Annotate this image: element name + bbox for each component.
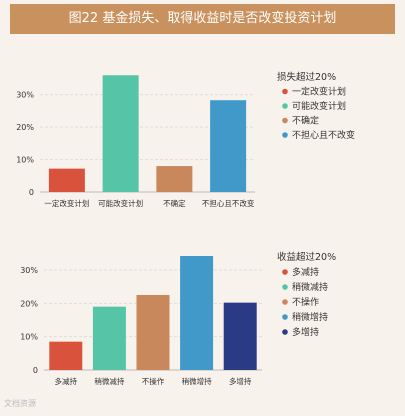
x-tick-label: 一定改变计划 [44,198,89,208]
bar [92,306,126,370]
y-tick-label: 30% [16,91,34,100]
bar [136,295,170,370]
chart-title: 图22 基金损失、取得收益时是否改变投资计划 [68,11,337,26]
chart-title-banner: 图22 基金损失、取得收益时是否改变投资计划 [10,4,395,34]
y-tick-label: 0 [33,366,38,375]
bar [49,341,83,370]
legend-marker [282,329,288,335]
x-tick-label: 稍微增持 [182,376,212,386]
legend-entry: 可能改变计划 [292,100,346,112]
watermark-text: 文档资源 [4,399,36,408]
y-tick-label: 20% [20,299,38,308]
bar [223,302,257,370]
legend-entry: 稍微增持 [292,311,328,323]
bar [180,256,214,370]
legend-entry: 不确定 [292,115,319,127]
x-tick-label: 多减持 [55,376,78,386]
legend-marker [282,117,288,124]
legend-marker [282,88,288,95]
legend-title: 收益超过20% [277,251,336,263]
legend-marker [282,314,288,320]
legend-title: 损失超过20% [277,71,336,83]
legend-entry: 不担心且不改变 [292,129,355,141]
watermark: 文档资源 [4,398,36,409]
x-tick-label: 多增持 [229,376,252,386]
legend-entry: 稍微减持 [292,281,328,293]
legend-entry: 多增持 [292,326,319,338]
legend-marker [282,103,288,109]
y-tick-label: 10% [16,156,34,165]
legend-marker [282,284,288,290]
legend-entry: 不操作 [292,296,319,308]
bar [102,75,139,192]
legend-entry: 多减持 [292,266,319,278]
y-tick-label: 30% [20,266,38,275]
loss-chart: 010%20%30%一定改变计划 可能改变计划 不确定 不担心且不改变损失超过20%一… [16,71,355,208]
x-tick-label: 不确定 [163,198,186,208]
bar [48,168,85,192]
legend-marker [282,269,288,275]
legend-marker [282,299,288,305]
bar [210,100,247,192]
gain-chart: 010%20%30%多减持 稍微减持 不操作 稍微增持 多增持收益超过20%多减持稍微减… [20,251,336,386]
x-tick-label: 不操作 [142,376,165,386]
x-tick-label: 稍微减持 [94,376,124,386]
legend-entry: 一定改变计划 [292,86,346,98]
y-tick-label: 0 [29,188,34,197]
legend-marker [282,132,288,138]
x-tick-label: 不担心且不改变 [202,198,255,208]
x-tick-label: 可能改变计划 [98,198,143,208]
y-tick-label: 20% [16,123,34,132]
y-tick-label: 10% [20,333,38,342]
bar [156,166,193,192]
